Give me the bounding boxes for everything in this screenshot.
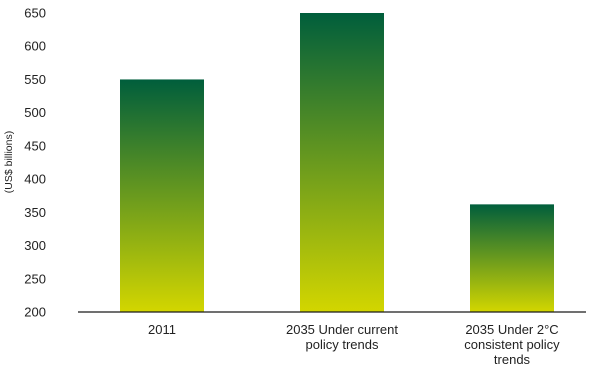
y-tick-label: 650: [24, 6, 46, 21]
y-axis-ticks: 200 250 300 350 400 450 500 550 600 650: [24, 6, 46, 320]
x-category-label: 2011: [148, 322, 176, 337]
y-tick-label: 400: [24, 172, 46, 187]
y-tick-label: 600: [24, 39, 46, 54]
x-category-label-line: 2035 Under 2°C: [465, 322, 558, 337]
x-category-label: 2035 Under 2°C consistent policy trends: [464, 322, 560, 367]
bar: [300, 13, 384, 312]
y-tick-label: 450: [24, 138, 46, 153]
x-category-label-line: consistent policy: [464, 337, 560, 352]
x-category-label-line: 2035 Under current: [286, 322, 398, 337]
y-tick-label: 350: [24, 205, 46, 220]
bars: [120, 13, 554, 312]
bar: [470, 204, 554, 312]
bar: [120, 79, 204, 312]
x-category-label: 2035 Under current policy trends: [286, 322, 398, 352]
y-tick-label: 550: [24, 72, 46, 87]
y-tick-label: 200: [24, 305, 46, 320]
x-axis-labels: 2011 2035 Under current policy trends2035 …: [148, 322, 560, 367]
y-tick-label: 300: [24, 238, 46, 253]
x-category-label-line: trends: [494, 352, 531, 367]
y-tick-label: 500: [24, 105, 46, 120]
y-tick-label: 250: [24, 271, 46, 286]
x-category-label-line: policy trends: [306, 337, 379, 352]
x-category-label-line: 2011: [148, 322, 176, 337]
y-axis-title: (US$ billions): [3, 131, 15, 193]
